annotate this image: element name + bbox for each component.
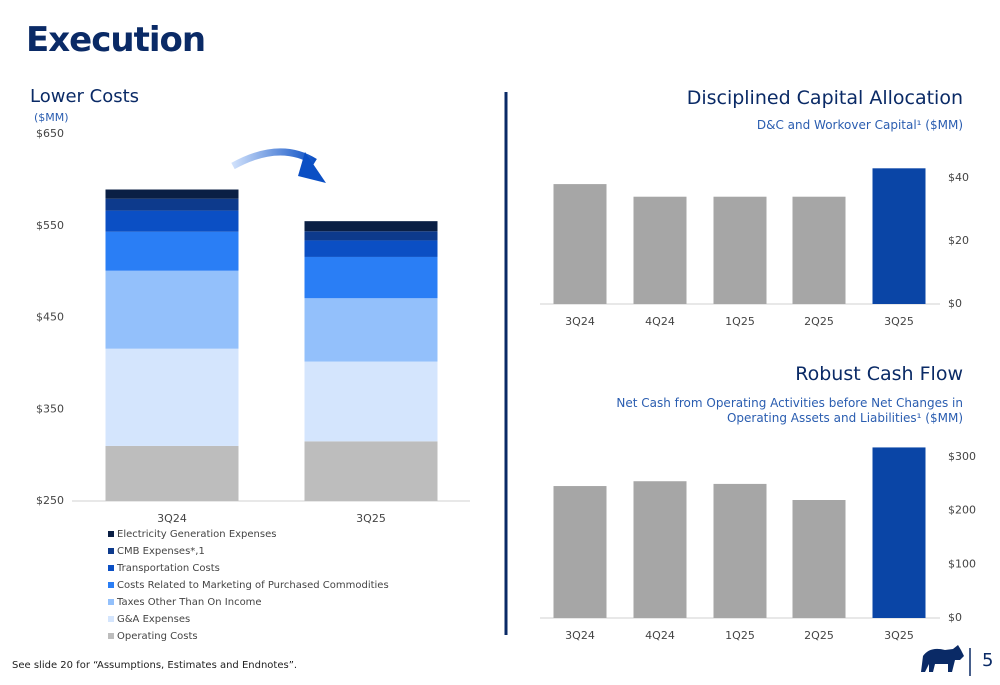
- bar-segment: [105, 348, 239, 446]
- x-tick-label: 2Q25: [804, 629, 834, 642]
- bar-segment: [304, 256, 438, 299]
- y-tick-label: $550: [36, 219, 64, 232]
- legend-swatch: [108, 565, 114, 571]
- legend-swatch: [108, 531, 114, 537]
- bar-segment: [304, 231, 438, 241]
- y-tick-label: $40: [948, 171, 969, 184]
- legend-swatch: [108, 633, 114, 639]
- chart-title: Lower Costs: [30, 86, 140, 107]
- chart-title: Disciplined Capital Allocation: [686, 87, 963, 109]
- x-tick-label: 1Q25: [725, 315, 755, 328]
- bar: [633, 196, 687, 304]
- footnote: See slide 20 for “Assumptions, Estimates…: [12, 660, 298, 671]
- bar: [872, 447, 926, 618]
- bar-segment: [304, 361, 438, 442]
- arrow-head: [298, 152, 326, 183]
- x-tick-label: 3Q25: [356, 512, 386, 525]
- slide-title: Execution: [26, 20, 206, 60]
- y-tick-label: $450: [36, 311, 64, 324]
- x-tick-label: 3Q25: [884, 315, 914, 328]
- y-tick-label: $350: [36, 402, 64, 415]
- bar-segment: [105, 270, 239, 349]
- x-tick-label: 2Q25: [804, 315, 834, 328]
- bar-segment: [304, 240, 438, 257]
- bar: [713, 483, 767, 618]
- legend-swatch: [108, 599, 114, 605]
- legend-label: CMB Expenses*,1: [117, 546, 205, 557]
- x-tick-label: 3Q24: [565, 629, 595, 642]
- bar-segment: [105, 189, 239, 199]
- legend-label: Transportation Costs: [116, 563, 220, 574]
- y-tick-label: $0: [948, 297, 962, 310]
- bar-segment: [105, 198, 239, 211]
- x-tick-label: 3Q24: [157, 512, 187, 525]
- y-tick-label: $300: [948, 450, 976, 463]
- legend-label: Operating Costs: [117, 631, 198, 642]
- page-number: 5: [982, 650, 994, 671]
- legend-label: Taxes Other Than On Income: [116, 597, 262, 608]
- bar: [792, 500, 846, 618]
- legend-swatch: [108, 582, 114, 588]
- bar: [872, 168, 926, 304]
- bar: [553, 486, 607, 618]
- y-tick-label: $200: [948, 504, 976, 517]
- bar-segment: [105, 445, 239, 501]
- legend-swatch: [108, 616, 114, 622]
- x-tick-label: 4Q24: [645, 315, 675, 328]
- bar-segment: [304, 221, 438, 232]
- x-tick-label: 3Q24: [565, 315, 595, 328]
- y-tick-label: $100: [948, 557, 976, 570]
- chart-subtitle: D&C and Workover Capital¹ ($MM): [756, 118, 963, 132]
- y-tick-label: $650: [36, 127, 64, 140]
- bar: [553, 184, 607, 304]
- bar: [792, 196, 846, 304]
- bar-segment: [105, 231, 239, 271]
- legend-label: Electricity Generation Expenses: [117, 529, 276, 540]
- x-tick-label: 4Q24: [645, 629, 675, 642]
- bar-segment: [304, 298, 438, 362]
- y-tick-label: $20: [948, 234, 969, 247]
- chart-title: Robust Cash Flow: [795, 363, 963, 385]
- chart-subtitle: Net Cash from Operating Activities befor…: [616, 396, 963, 425]
- logo: [921, 645, 964, 672]
- legend-label: Costs Related to Marketing of Purchased …: [117, 580, 389, 591]
- bar-segment: [304, 441, 438, 501]
- legend-label: G&A Expenses: [117, 614, 190, 625]
- y-axis-label: ($MM): [34, 111, 69, 124]
- bar: [633, 481, 687, 618]
- x-tick-label: 3Q25: [884, 629, 914, 642]
- bar: [713, 196, 767, 304]
- bar-segment: [105, 210, 239, 232]
- legend-swatch: [108, 548, 114, 554]
- x-tick-label: 1Q25: [725, 629, 755, 642]
- y-tick-label: $0: [948, 611, 962, 624]
- y-tick-label: $250: [36, 494, 64, 507]
